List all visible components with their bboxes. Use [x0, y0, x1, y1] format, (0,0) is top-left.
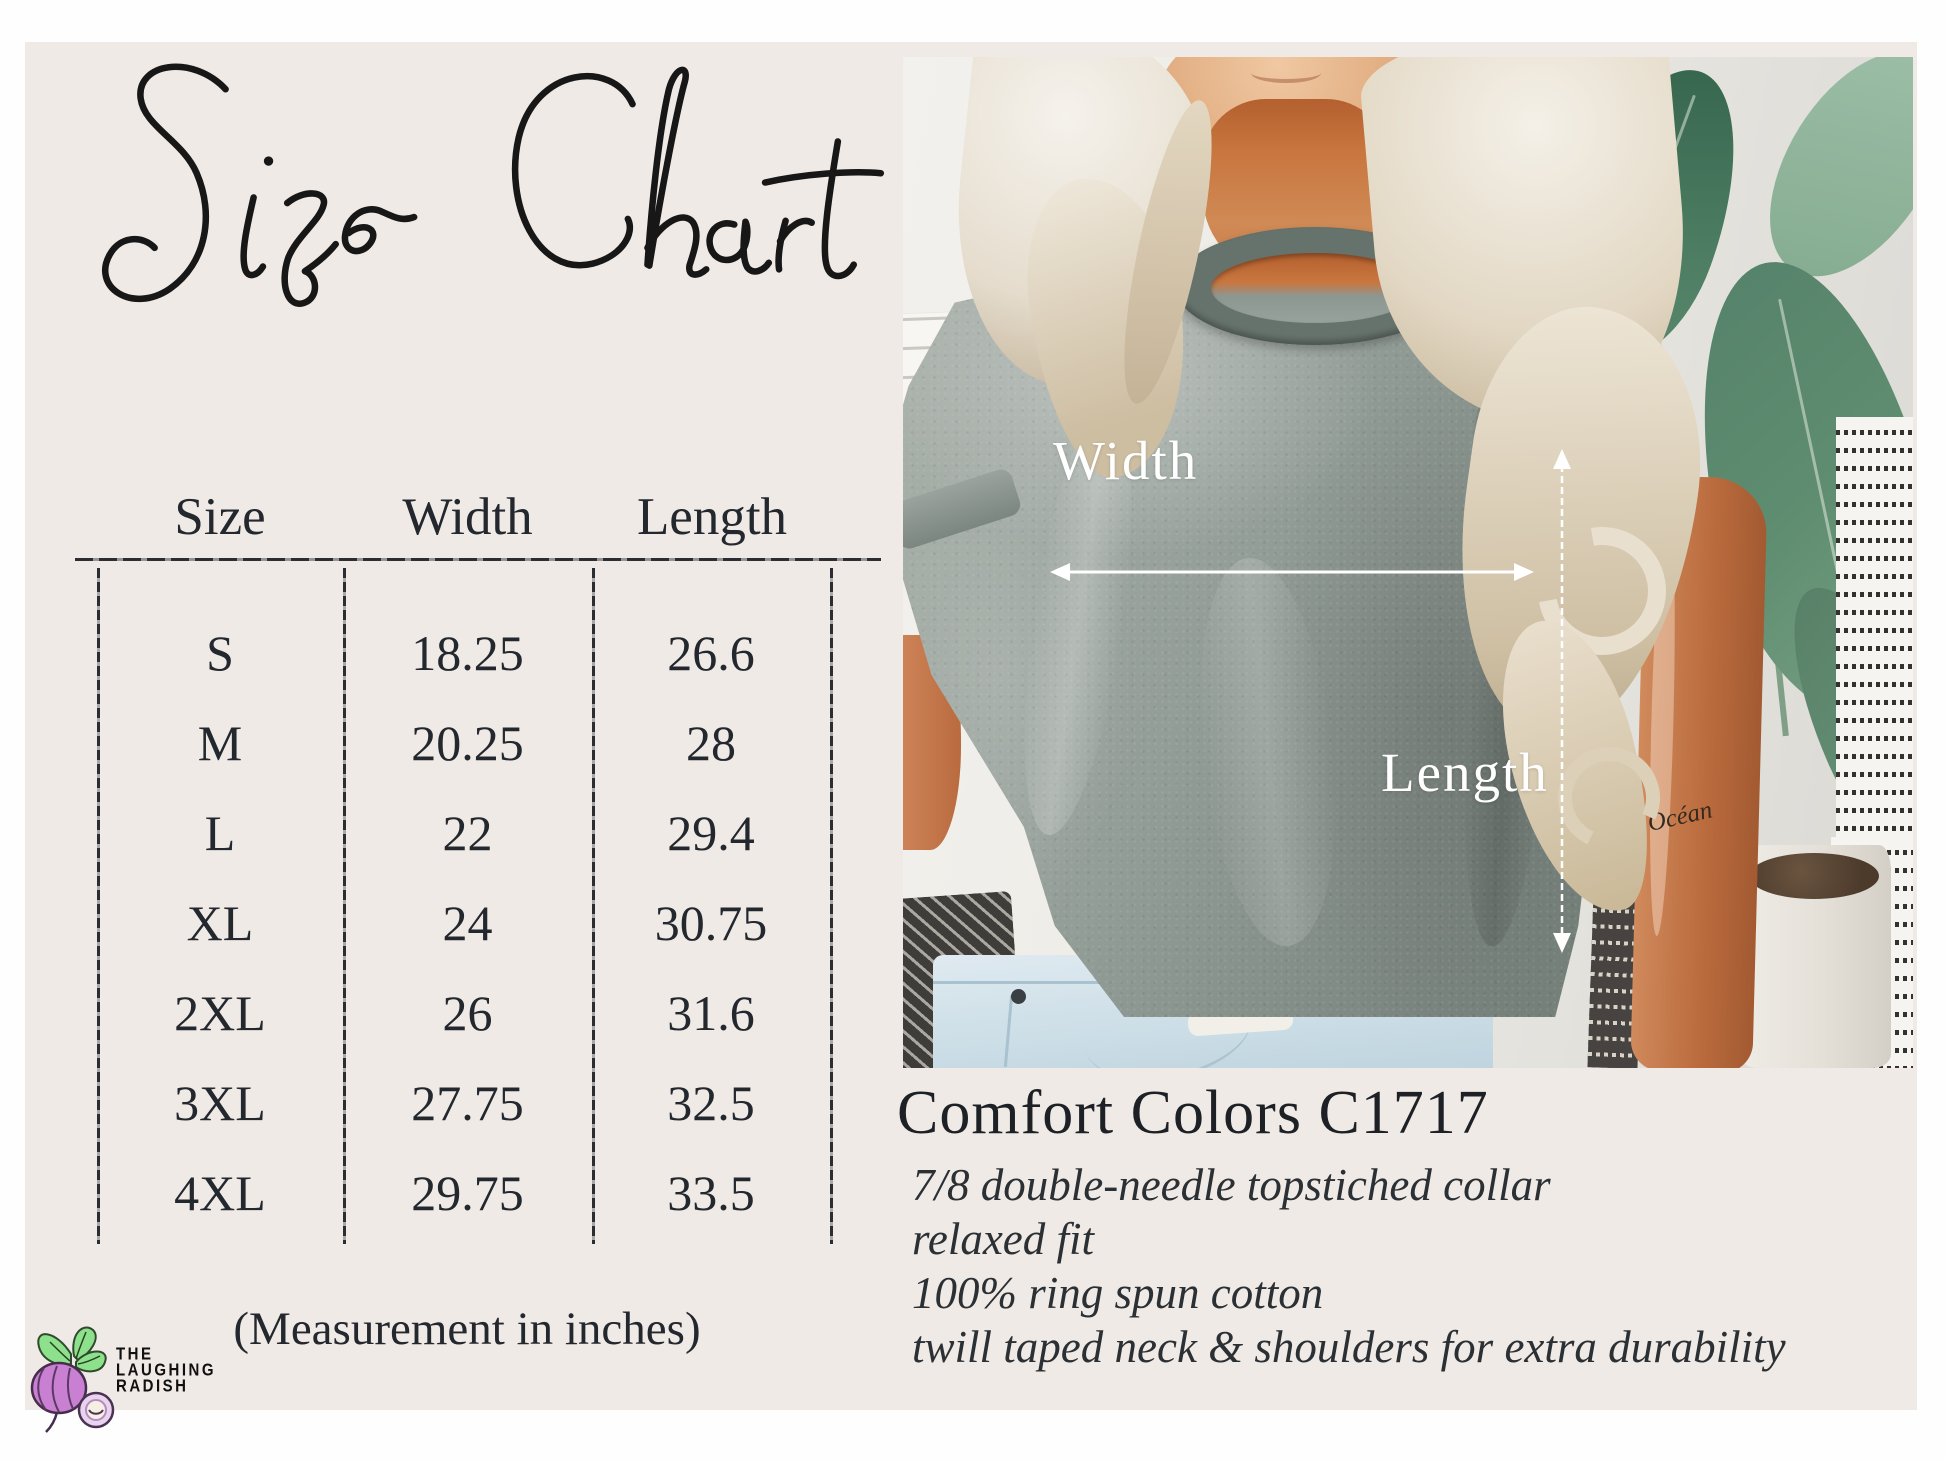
header-length: Length [636, 488, 788, 546]
cell-length: 30.75 [654, 895, 768, 951]
table-row: L 22 29.4 [0, 788, 900, 878]
cell-length: 32.5 [667, 1075, 755, 1131]
cell-length: 33.5 [667, 1165, 755, 1221]
table-row: M 20.25 28 [0, 698, 900, 788]
table-line-left [97, 568, 100, 1244]
cell-size: XL [186, 895, 254, 951]
brand-line-2: LAUGHING [116, 1360, 216, 1381]
feature-line: 7/8 double-needle topstiched collar [912, 1160, 1551, 1210]
cell-width: 27.75 [411, 1075, 524, 1131]
mouth-shadow [1251, 63, 1321, 83]
white-planter [1739, 845, 1891, 1068]
radish-icon [30, 1326, 115, 1433]
feature-line: relaxed fit [912, 1214, 1095, 1264]
jean-button [1011, 989, 1026, 1004]
measurement-arrows [1050, 449, 1571, 953]
striped-curtain [1836, 417, 1913, 867]
cell-width: 22 [442, 805, 493, 861]
cell-width: 29.75 [411, 1165, 524, 1221]
table-row: XL 24 30.75 [0, 878, 900, 968]
brand-line-3: RADISH [116, 1376, 189, 1397]
table-row: 2XL 26 31.6 [0, 968, 900, 1058]
product-photo: Océan Width Length [903, 57, 1913, 1068]
table-row: S 18.25 26.6 [0, 608, 900, 698]
cell-length: 29.4 [667, 805, 755, 861]
cell-width: 20.25 [411, 715, 524, 771]
cell-size: 3XL [174, 1075, 266, 1131]
measurement-note: (Measurement in inches) [233, 1303, 701, 1355]
table-line-right [830, 568, 833, 1244]
cell-width: 24 [442, 895, 493, 951]
header-size: Size [174, 488, 266, 546]
size-table: S 18.25 26.6 M 20.25 28 L 22 29.4 XL 24 … [0, 608, 900, 1238]
cell-width: 18.25 [411, 625, 524, 681]
cell-width: 26 [442, 985, 493, 1041]
cell-size: L [204, 805, 236, 861]
brand-logo: THE LAUGHING RADISH [26, 1322, 346, 1442]
feature-list: 7/8 double-needle topstiched collar relax… [912, 1158, 1786, 1374]
header-width: Width [402, 488, 533, 546]
feature-line: twill taped neck & shoulders for extra d… [912, 1322, 1786, 1372]
cell-length: 28 [686, 715, 736, 771]
script-title-art [101, 63, 885, 307]
cell-length: 26.6 [667, 625, 755, 681]
table-line-mid2 [592, 568, 595, 1244]
cell-size: S [206, 625, 234, 681]
table-line-mid1 [343, 568, 346, 1244]
cell-size: M [197, 715, 243, 771]
width-arrow-label: Width [1053, 430, 1199, 491]
cell-size: 2XL [174, 985, 266, 1041]
feature-line: 100% ring spun cotton [912, 1268, 1324, 1318]
cell-size: 4XL [174, 1165, 266, 1221]
length-arrow-label: Length [1381, 742, 1549, 803]
brand-name: THE LAUGHING RADISH [116, 1344, 216, 1397]
table-row: 4XL 29.75 33.5 [0, 1148, 900, 1238]
product-heading: Comfort Colors C1717 [897, 1079, 1489, 1147]
planter-soil [1749, 853, 1879, 899]
brand-line-1: THE [116, 1344, 154, 1365]
cell-length: 31.6 [667, 985, 755, 1041]
table-row: 3XL 27.75 32.5 [0, 1058, 900, 1148]
table-header-rule [75, 558, 881, 561]
